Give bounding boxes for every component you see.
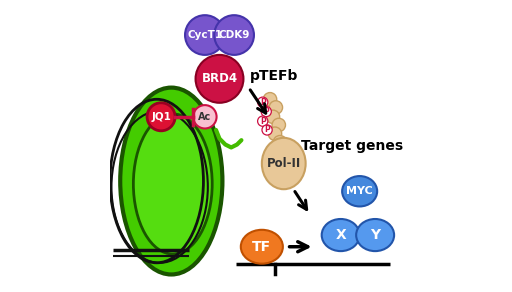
Text: P: P [263,107,269,116]
Ellipse shape [262,138,306,189]
Circle shape [272,118,286,132]
Text: P: P [260,117,266,126]
Ellipse shape [322,219,359,251]
Ellipse shape [120,88,222,274]
Text: MYC: MYC [346,186,373,196]
Ellipse shape [133,114,212,254]
Text: TF: TF [252,240,271,254]
Text: JQ1: JQ1 [151,112,171,122]
Ellipse shape [147,103,175,131]
Text: P: P [264,126,270,134]
Circle shape [268,127,282,140]
Ellipse shape [185,15,225,55]
Ellipse shape [241,230,283,264]
Text: BRD4: BRD4 [201,72,238,85]
Ellipse shape [214,15,254,55]
Ellipse shape [193,105,217,128]
Circle shape [266,110,280,124]
Circle shape [273,135,287,149]
Ellipse shape [356,219,394,251]
Text: CycT1: CycT1 [187,30,222,40]
Text: Y: Y [370,228,380,242]
Text: Ac: Ac [198,112,211,122]
Text: Pol-II: Pol-II [267,157,301,170]
Circle shape [269,101,283,114]
Ellipse shape [196,55,243,103]
Text: CDK9: CDK9 [219,30,250,40]
Text: X: X [335,228,346,242]
Text: pTEFb: pTEFb [250,69,298,83]
Circle shape [263,93,276,106]
Ellipse shape [342,176,377,206]
Text: P: P [260,98,266,107]
Text: Target genes: Target genes [301,139,403,153]
